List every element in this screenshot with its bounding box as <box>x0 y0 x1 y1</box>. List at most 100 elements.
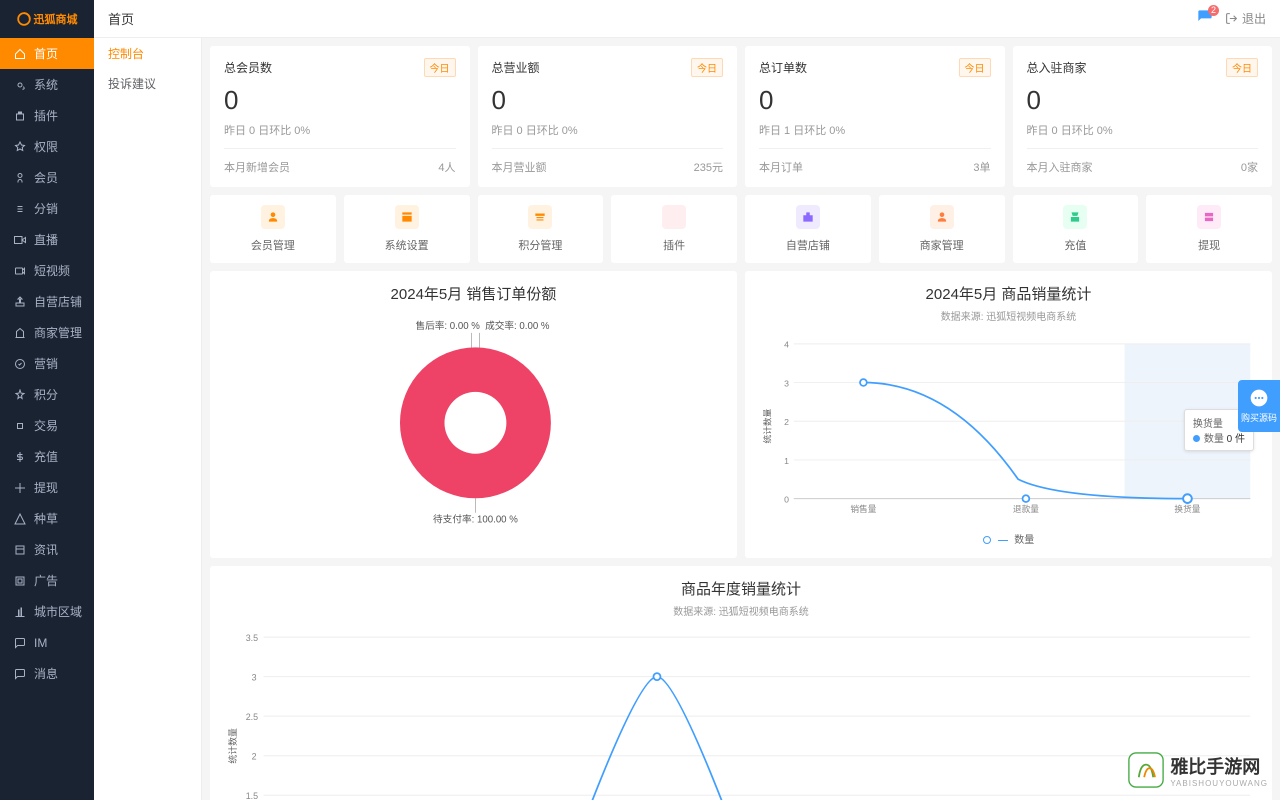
stat-foot-label: 本月新增会员 <box>224 159 290 175</box>
svg-text:0: 0 <box>784 494 789 504</box>
donut-chart: 售后率: 0.00 % 成交率: 0.00 % 待支付率: 100.00 % <box>222 308 725 528</box>
nav-item-12[interactable]: 交易 <box>0 410 94 441</box>
stat-tag: 今日 <box>691 58 723 77</box>
nav-item-1[interactable]: 系统 <box>0 69 94 100</box>
nav-item-20[interactable]: 消息 <box>0 658 94 689</box>
shortcut-6[interactable]: 充值 <box>1013 195 1139 263</box>
shortcut-label: 充值 <box>1017 237 1135 253</box>
nav-item-14[interactable]: 提现 <box>0 472 94 503</box>
nav-item-6[interactable]: 直播 <box>0 224 94 255</box>
shortcut-icon <box>528 205 552 229</box>
stat-title: 总营业额 <box>492 59 540 76</box>
stat-value: 0 <box>492 85 724 116</box>
shortcut-icon <box>1197 205 1221 229</box>
brand-logo: 迅狐商城 <box>0 0 94 38</box>
stat-title: 总订单数 <box>759 59 807 76</box>
brand-icon <box>17 12 31 26</box>
nav-item-16[interactable]: 资讯 <box>0 534 94 565</box>
sub-nav-item-0[interactable]: 控制台 <box>94 38 201 68</box>
nav-item-7[interactable]: 短视频 <box>0 255 94 286</box>
nav-icon <box>14 203 26 215</box>
chat-icon <box>1249 388 1269 408</box>
svg-text:4: 4 <box>784 340 789 350</box>
notification-icon[interactable]: 2 <box>1197 9 1213 28</box>
nav-icon <box>14 451 26 463</box>
svg-text:统计数量: 统计数量 <box>762 408 773 443</box>
nav-icon <box>14 544 26 556</box>
annual-chart-title: 商品年度销量统计 <box>222 578 1260 599</box>
logout-button[interactable]: 退出 <box>1225 10 1266 27</box>
stat-foot-label: 本月营业额 <box>492 159 547 175</box>
svg-text:2.5: 2.5 <box>246 712 258 722</box>
nav-item-11[interactable]: 积分 <box>0 379 94 410</box>
svg-text:3.5: 3.5 <box>246 633 258 643</box>
nav-icon <box>14 172 26 184</box>
stat-foot-value: 4人 <box>438 159 455 175</box>
shortcut-4[interactable]: 自营店铺 <box>745 195 871 263</box>
watermark-icon <box>1128 752 1164 788</box>
shortcut-label: 插件 <box>615 237 733 253</box>
svg-text:3: 3 <box>252 673 257 683</box>
nav-item-0[interactable]: 首页 <box>0 38 94 69</box>
nav-item-5[interactable]: 分销 <box>0 193 94 224</box>
nav-item-4[interactable]: 会员 <box>0 162 94 193</box>
shortcut-2[interactable]: 积分管理 <box>478 195 604 263</box>
buy-source-button[interactable]: 购买源码 <box>1238 380 1280 432</box>
sub-nav-item-1[interactable]: 投诉建议 <box>94 68 201 98</box>
nav-item-2[interactable]: 插件 <box>0 100 94 131</box>
nav-icon <box>14 296 26 308</box>
nav-icon <box>14 79 26 91</box>
stat-sub: 昨日 0 日环比 0% <box>492 122 724 138</box>
nav-item-15[interactable]: 种草 <box>0 503 94 534</box>
svg-text:统计数量: 统计数量 <box>227 728 238 764</box>
stat-card-3: 总入驻商家今日 0 昨日 0 日环比 0% 本月入驻商家0家 <box>1013 46 1273 187</box>
nav-icon <box>14 668 26 680</box>
nav-item-3[interactable]: 权限 <box>0 131 94 162</box>
nav-item-18[interactable]: 城市区域 <box>0 596 94 627</box>
shortcut-3[interactable]: 插件 <box>611 195 737 263</box>
stat-title: 总入驻商家 <box>1027 59 1087 76</box>
shortcut-icon <box>930 205 954 229</box>
annual-chart-subtitle: 数据来源: 迅狐短视频电商系统 <box>222 603 1260 618</box>
nav-icon <box>14 575 26 587</box>
svg-text:1: 1 <box>784 456 789 466</box>
shortcut-label: 提现 <box>1150 237 1268 253</box>
stat-sub: 昨日 0 日环比 0% <box>1027 122 1259 138</box>
shortcut-label: 系统设置 <box>348 237 466 253</box>
svg-text:成交率: 0.00 %: 成交率: 0.00 % <box>485 320 550 332</box>
nav-icon <box>14 389 26 401</box>
shortcut-1[interactable]: 系统设置 <box>344 195 470 263</box>
stat-foot-value: 235元 <box>694 159 723 175</box>
stat-value: 0 <box>1027 85 1259 116</box>
svg-text:3: 3 <box>784 378 789 388</box>
shortcut-label: 会员管理 <box>214 237 332 253</box>
shortcut-5[interactable]: 商家管理 <box>879 195 1005 263</box>
svg-text:待支付率: 100.00 %: 待支付率: 100.00 % <box>433 513 518 525</box>
stat-title: 总会员数 <box>224 59 272 76</box>
nav-item-17[interactable]: 广告 <box>0 565 94 596</box>
nav-item-8[interactable]: 自营店铺 <box>0 286 94 317</box>
nav-icon <box>14 110 26 122</box>
main-content: 总会员数今日 0 昨日 0 日环比 0% 本月新增会员4人 总营业额今日 0 昨… <box>202 38 1280 800</box>
line-chart-legend: 数量 <box>757 531 1260 546</box>
topbar: 首页 2 退出 <box>94 0 1280 38</box>
line-chart-subtitle: 数据来源: 迅狐短视频电商系统 <box>757 308 1260 323</box>
nav-item-19[interactable]: IM <box>0 627 94 658</box>
nav-item-9[interactable]: 商家管理 <box>0 317 94 348</box>
page-title: 首页 <box>108 9 134 28</box>
stat-value: 0 <box>759 85 991 116</box>
svg-text:售后率: 0.00 %: 售后率: 0.00 % <box>415 320 480 332</box>
annual-chart: 统计数量 3.5 3 2.5 2 1.5 1 <box>222 626 1260 800</box>
shortcut-7[interactable]: 提现 <box>1146 195 1272 263</box>
nav-item-10[interactable]: 营销 <box>0 348 94 379</box>
svg-text:退款量: 退款量 <box>1013 503 1039 514</box>
donut-chart-title: 2024年5月 销售订单份额 <box>222 283 725 304</box>
svg-text:销售量: 销售量 <box>850 503 876 514</box>
annual-chart-card: 商品年度销量统计 数据来源: 迅狐短视频电商系统 统计数量 3.5 3 2.5 … <box>210 566 1272 800</box>
watermark: 雅比手游网 YABISHOUYOUWANG <box>1128 752 1268 788</box>
shortcut-0[interactable]: 会员管理 <box>210 195 336 263</box>
nav-item-13[interactable]: 充值 <box>0 441 94 472</box>
sub-sidebar: 控制台投诉建议 <box>94 38 202 800</box>
nav-icon <box>14 48 26 60</box>
stat-foot-value: 3单 <box>973 159 990 175</box>
